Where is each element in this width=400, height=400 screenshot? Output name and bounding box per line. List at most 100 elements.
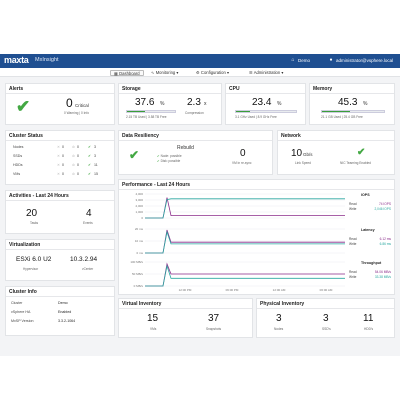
activities-card[interactable]: Activities - Last 24 Hours 20 Tasks 4 Ev…	[5, 190, 115, 234]
network-card[interactable]: Network 10 Gb/s Link Speed ✔ NIC Teaming…	[277, 130, 395, 175]
warning-icon: ⊘	[72, 145, 76, 149]
x-tick-label: 12:00 AM	[273, 288, 286, 292]
alerts-card[interactable]: Alerts ✔ 0 Critical 0 Warning | 0 Info	[5, 83, 115, 125]
product-name: MxInsight	[35, 57, 59, 63]
error-icon: ✕	[57, 172, 61, 176]
storage-percent: 37.6	[135, 97, 155, 108]
cluster-info-value: 3.3.2-1064	[58, 319, 76, 323]
cluster-status-card[interactable]: Cluster Status Nodes ✕ 0 ⊘ 0 ✔ 3 SSDs ✕ 0 ⊘ 0 ✔ 3 HDDs…	[5, 130, 115, 185]
warning-count: 0	[77, 172, 79, 176]
monitoring-icon: ∿	[151, 70, 156, 75]
cluster-info-value: Enabled	[58, 310, 72, 314]
disk-check-icon: ✔	[157, 159, 161, 163]
virtual-inventory-title: Virtual Inventory	[122, 301, 162, 307]
resync-label: VM in re-sync	[232, 161, 252, 165]
tab-configuration-label: Configuration ▾	[200, 70, 230, 75]
vcenter-label: vCenter	[82, 267, 94, 271]
write-value: 33.38 MB/s	[375, 275, 392, 279]
vcenter-address[interactable]: 10.3.2.94	[70, 256, 98, 263]
y-tick-label: 2,000	[135, 204, 143, 208]
warning-count: 0	[77, 154, 79, 158]
hdds-count: 11	[363, 313, 374, 324]
home-icon[interactable]: ⌂	[291, 57, 295, 63]
compression-ratio: 2.3	[187, 97, 201, 108]
performance-charts[interactable]: 4,000 3,000 2,000 1,000 0 IOPS Read 74 IOPS Writ…	[119, 190, 396, 296]
ok-check-icon: ✔	[88, 172, 92, 176]
divider	[6, 296, 114, 297]
ssds-label: SSD's	[322, 327, 331, 331]
data-resiliency-card[interactable]: Data Resiliency ✔ Rebuild ✔ Node: possib…	[118, 130, 273, 175]
cluster-name[interactable]: Demo	[298, 57, 311, 63]
error-count: 0	[62, 154, 64, 158]
write-value: 6.86 ms	[380, 242, 392, 246]
divider	[6, 249, 114, 250]
cpu-title: CPU	[229, 86, 240, 92]
ok-count: 15	[94, 172, 98, 176]
ok-count: 11	[94, 163, 98, 167]
physical-inventory-card[interactable]: Physical Inventory 3 Nodes 3 SSD's 11 HD…	[256, 298, 395, 338]
cpu-card[interactable]: CPU 23.4 % 3.1 GHz Used | 8.9 GHz Free	[225, 83, 306, 125]
user-menu[interactable]: administrator@vsphere.local	[336, 57, 394, 63]
hypervisor-label: Hypervisor	[23, 267, 39, 271]
warning-count: 0	[77, 163, 79, 167]
cluster-status-label: HDDs	[13, 163, 23, 167]
nic-check-icon: ✔	[357, 147, 366, 158]
read-label: Read	[349, 270, 357, 274]
critical-label: Critical	[75, 103, 89, 108]
metric-name: Throughput	[361, 261, 382, 265]
x-tick-label: 06:00 PM	[226, 288, 239, 292]
error-icon: ✕	[57, 154, 61, 158]
y-tick-label: 10 ms	[135, 239, 144, 243]
divider	[119, 140, 272, 141]
memory-card[interactable]: Memory 45.3 % 21.1 GB Used | 25.4 GB Fre…	[309, 83, 395, 125]
memory-percent: 45.3	[338, 97, 358, 108]
read-series-line	[145, 262, 345, 287]
tab-configuration[interactable]: ⚙ Configuration ▾	[193, 70, 232, 76]
rebuild-check-icon: ✔	[129, 148, 140, 162]
ok-check-icon: ✔	[16, 97, 31, 116]
divider	[6, 93, 114, 94]
virtual-inventory-card[interactable]: Virtual Inventory 15 VMs 37 Snapshots	[118, 298, 253, 338]
vms-count: 15	[147, 313, 159, 324]
snapshots-label: Snapshots	[206, 327, 222, 331]
resync-count: 0	[240, 148, 246, 159]
node-resiliency: ✔ Node: possible	[157, 154, 182, 158]
metric-name: Latency	[361, 228, 375, 232]
tab-monitoring[interactable]: ∿ Monitoring ▾	[148, 70, 182, 76]
ok-count: 3	[94, 145, 96, 149]
performance-card[interactable]: Performance - Last 24 Hours 4,000 3,000 2,…	[118, 179, 395, 295]
divider	[278, 140, 394, 141]
write-value: 2,046 IOPS	[375, 207, 391, 211]
ssds-count: 3	[323, 313, 329, 324]
write-series-line	[145, 198, 345, 219]
error-count: 0	[62, 172, 64, 176]
gear-icon: ⚙	[196, 70, 201, 75]
read-label: Read	[349, 202, 357, 206]
tab-administration[interactable]: ☰ Administration ▾	[246, 70, 287, 76]
dashboard-screen: maxta MxInsight ⌂ Demo ● administrator@v…	[0, 54, 400, 356]
cluster-info-key: Cluster	[11, 301, 23, 305]
cpu-progress-fill	[236, 111, 251, 112]
alerts-title: Alerts	[9, 86, 24, 92]
link-speed-unit: Gb/s	[303, 152, 313, 157]
storage-used-free: 2.15 TB Used | 3.58 TB Free	[126, 115, 167, 119]
write-label: Write	[349, 275, 357, 279]
cluster-status-label: Nodes	[13, 145, 24, 149]
storage-card[interactable]: Storage 37.6 % 2.3 x 2.15 TB Used | 3.58…	[118, 83, 222, 125]
warning-count: 0	[77, 145, 79, 149]
y-tick-label: 0	[141, 216, 143, 220]
error-count: 0	[62, 145, 64, 149]
link-speed-label: Link Speed	[295, 161, 311, 165]
disk-resiliency-text: Disk: possible	[160, 159, 181, 163]
hypervisor-version: ESXi 6.0 U2	[16, 256, 52, 263]
cluster-info-card[interactable]: Cluster Info Cluster Demo vSphere HA Enable…	[5, 286, 115, 336]
virtualization-card[interactable]: Virtualization ESXi 6.0 U2 Hypervisor 10…	[5, 239, 115, 281]
memory-title: Memory	[313, 86, 333, 92]
error-count: 0	[62, 163, 64, 167]
storage-progress-fill	[127, 111, 146, 112]
warning-icon: ⊘	[72, 154, 76, 158]
tab-dashboard[interactable]: ▦ Dashboard	[110, 70, 144, 76]
divider	[6, 140, 114, 141]
error-icon: ✕	[57, 145, 61, 149]
storage-pct-unit: %	[160, 101, 165, 107]
